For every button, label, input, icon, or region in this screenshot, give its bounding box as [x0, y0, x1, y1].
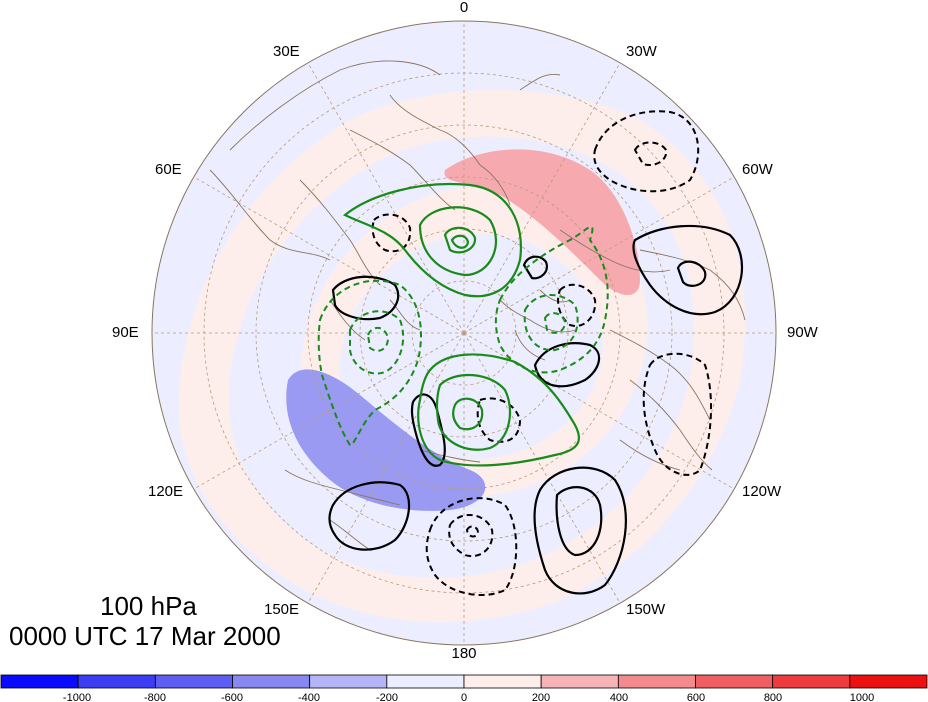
colorbar-box [386, 674, 465, 689]
green-contours [342, 182, 581, 467]
timestamp-label: 0000 UTC 17 Mar 2000 [9, 621, 281, 651]
colorbar-boxes [0, 674, 928, 689]
colorbar-box [695, 674, 774, 689]
lon-label-60w: 60W [742, 161, 774, 178]
lon-label-150w: 150W [626, 601, 666, 618]
lon-label-30e: 30E [273, 43, 300, 60]
colorbar-box [0, 674, 79, 689]
colorbar-tick: 1000 [850, 692, 874, 702]
colorbar-box [154, 674, 233, 689]
lon-label-150e: 150E [264, 601, 299, 618]
colorbar-tick: 600 [687, 692, 705, 702]
longitude-labels: 0 30W 60W 90W 120W 150W 180 150E 120E 90… [112, 0, 819, 662]
lon-label-120e: 120E [148, 483, 183, 500]
colorbar-tick: 0 [461, 692, 467, 702]
coastlines [209, 60, 746, 551]
colorbar-box [540, 674, 619, 689]
lon-label-180: 180 [451, 645, 476, 662]
colorbar-tick: 400 [610, 692, 628, 702]
colorbar-box [77, 674, 156, 689]
colorbar: -1000 -800 -600 -400 -200 0 200 400 600 … [0, 674, 928, 702]
lon-label-90w: 90W [787, 324, 819, 341]
pressure-level-label: 100 hPa [100, 591, 197, 621]
lon-label-30w: 30W [626, 43, 658, 60]
lon-label-90e: 90E [112, 324, 139, 341]
colorbar-tick: -800 [144, 692, 166, 702]
colorbar-box [309, 674, 388, 689]
colorbar-tick: 200 [532, 692, 550, 702]
colorbar-ticks: -1000 -800 -600 -400 -200 0 200 400 600 … [63, 692, 874, 702]
colorbar-box [772, 674, 851, 689]
colorbar-tick: -400 [298, 692, 320, 702]
graticule [152, 21, 776, 645]
colorbar-box [463, 674, 542, 689]
colorbar-box [232, 674, 311, 689]
lon-label-60e: 60E [155, 161, 182, 178]
map-boundary [151, 20, 777, 646]
black-contours [328, 224, 744, 595]
colorbar-tick: -600 [221, 692, 243, 702]
shading-layer [152, 21, 776, 645]
colorbar-tick: -1000 [63, 692, 91, 702]
lon-label-0: 0 [460, 0, 468, 16]
colorbar-box [617, 674, 696, 689]
colorbar-tick: 800 [764, 692, 782, 702]
lon-label-120w: 120W [742, 483, 782, 500]
green-dashed-contours [317, 226, 609, 447]
colorbar-tick: -200 [376, 692, 398, 702]
colorbar-box [849, 674, 928, 689]
